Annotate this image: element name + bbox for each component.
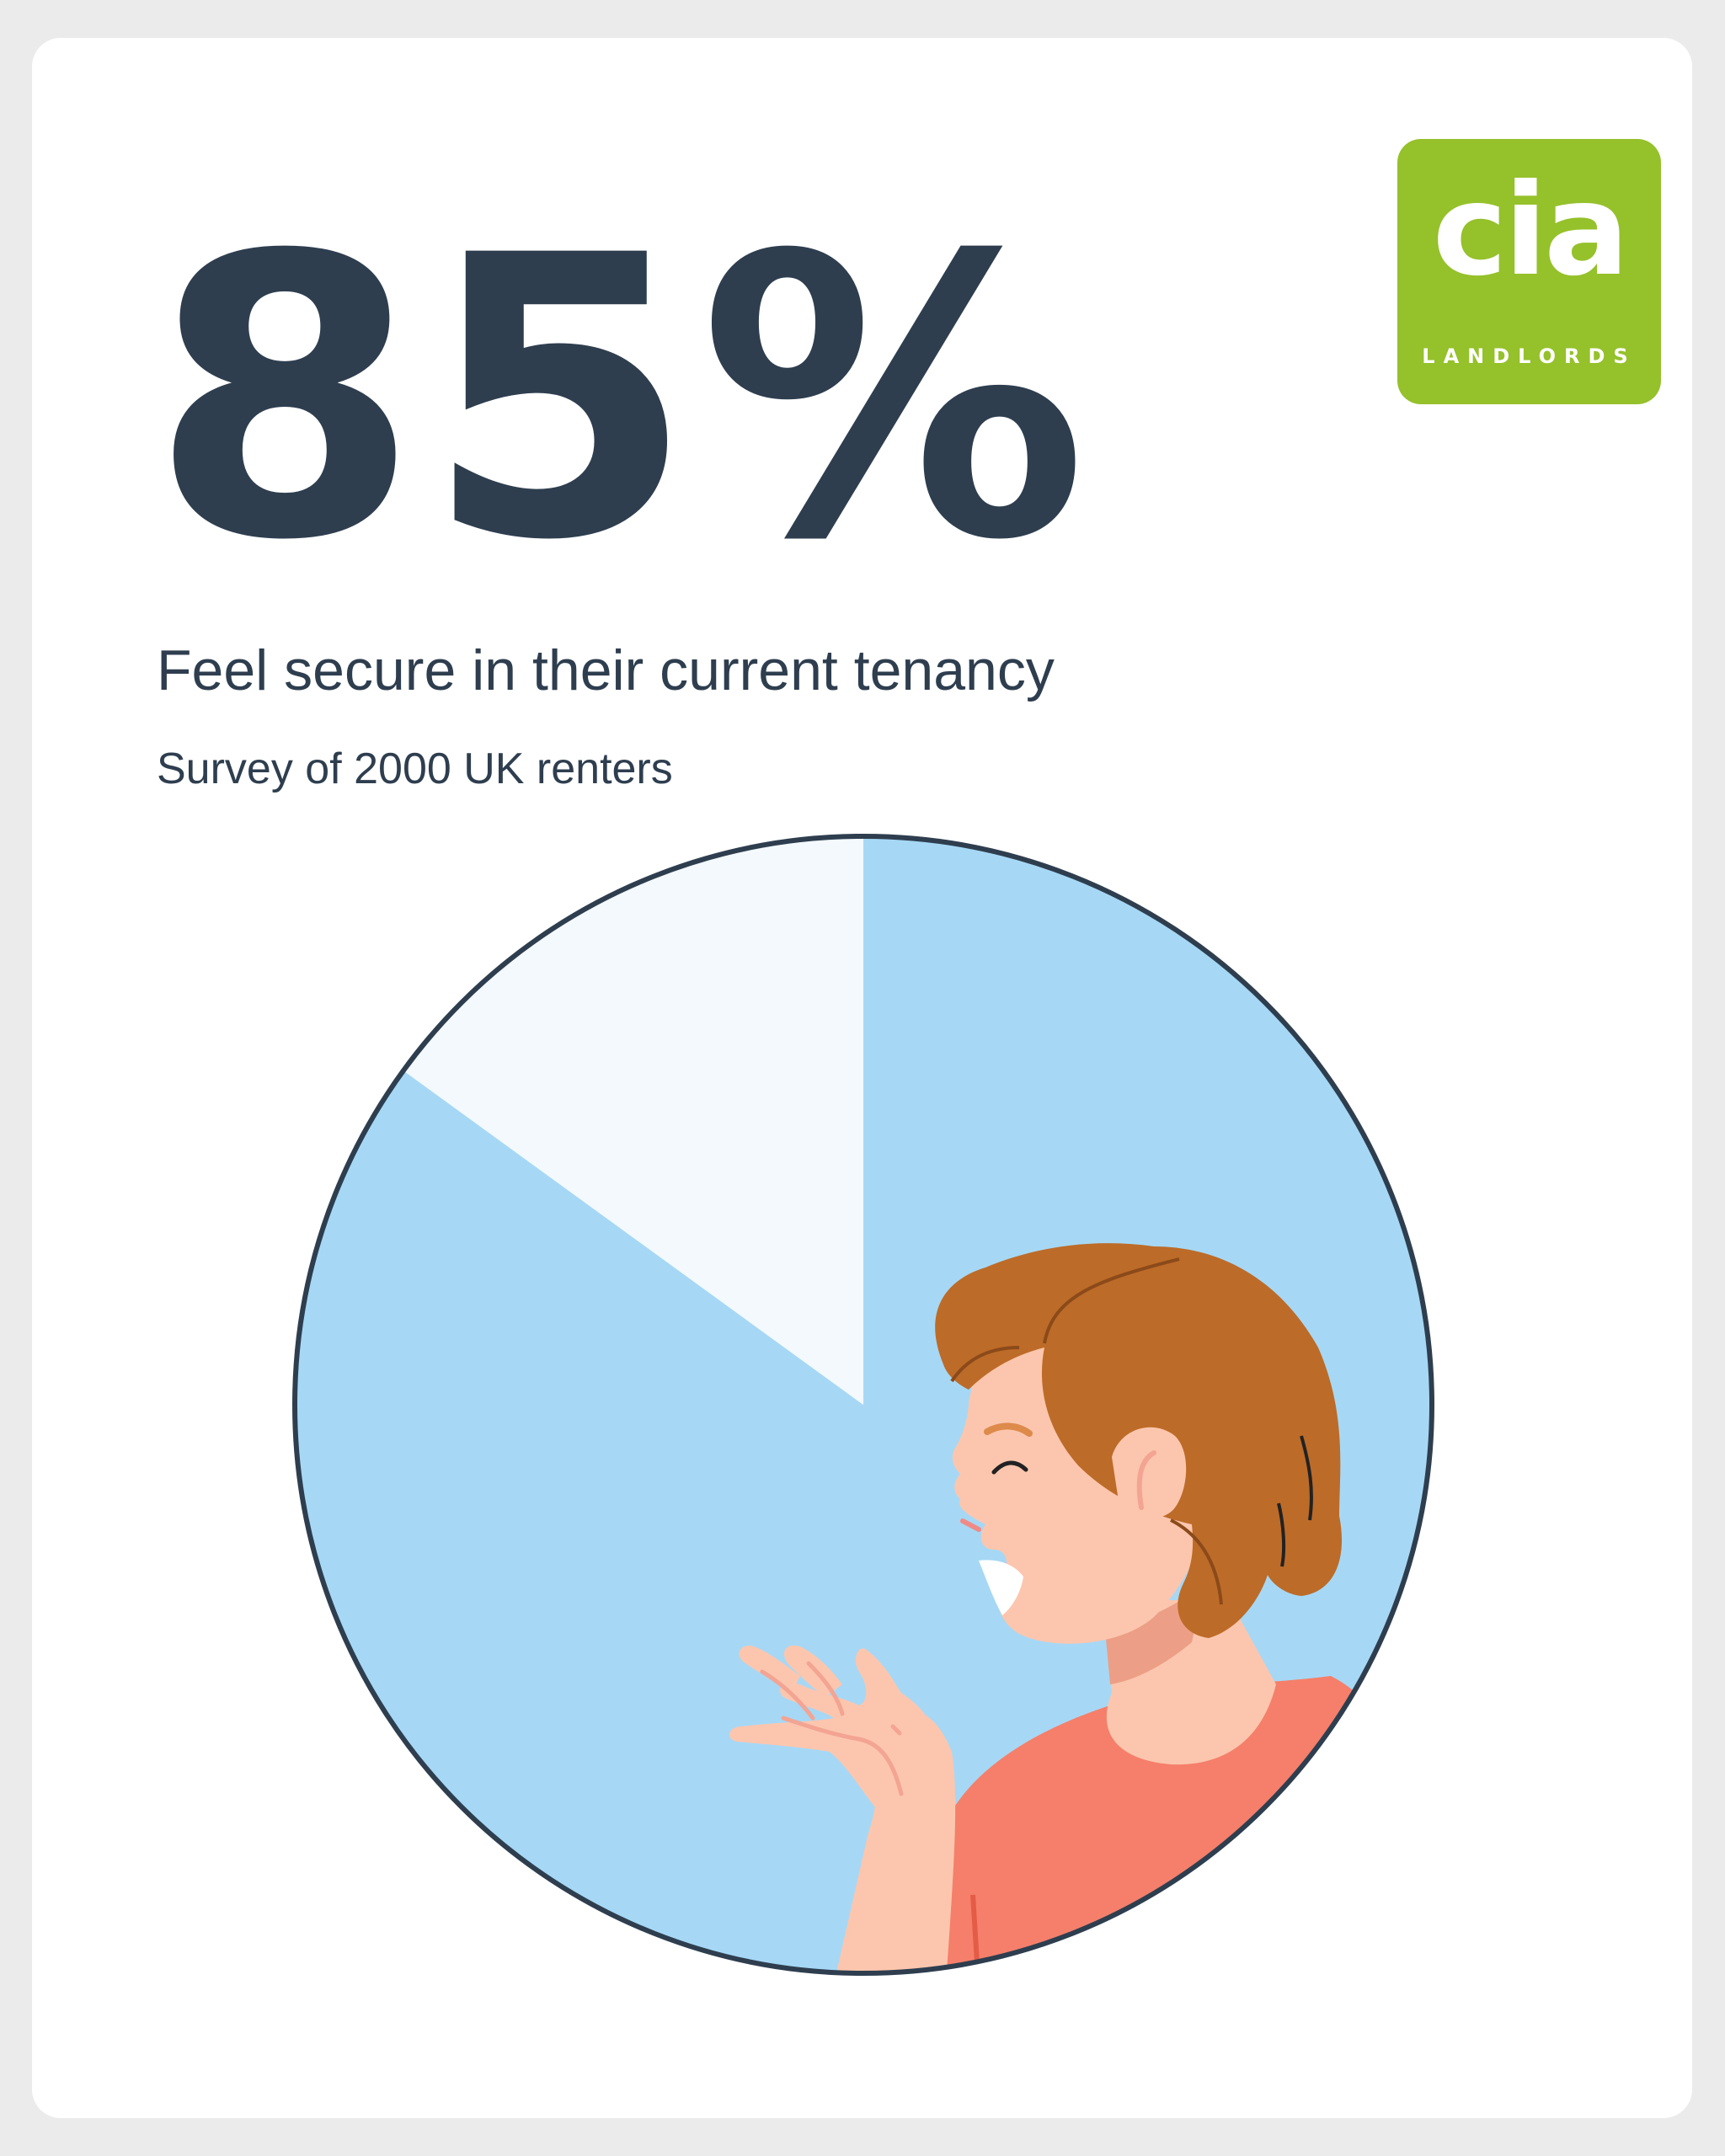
ear-strand bbox=[1170, 1518, 1223, 1605]
hair-strand bbox=[950, 1346, 1020, 1383]
eyebrow bbox=[984, 1422, 1033, 1437]
ear-inner bbox=[1136, 1450, 1156, 1510]
palm-crease bbox=[890, 1724, 902, 1736]
pie-slice-1 bbox=[403, 836, 863, 1405]
hair-strand bbox=[1043, 1257, 1180, 1344]
stat-headline: Feel secure in their current tenancy bbox=[157, 638, 1055, 702]
mouth-open bbox=[979, 1560, 1023, 1615]
logo-wordmark: cia bbox=[1432, 157, 1630, 304]
palm-crease bbox=[806, 1661, 845, 1716]
closed-eye bbox=[991, 1460, 1028, 1475]
palm-crease bbox=[781, 1716, 904, 1796]
hand-shape bbox=[729, 1648, 939, 1833]
cia-landlords-logo: cia LANDLORDS bbox=[1397, 139, 1661, 404]
ear-shape bbox=[1112, 1427, 1187, 1520]
stat-source: Survey of 2000 UK renters bbox=[157, 744, 673, 793]
stat-value: 85% bbox=[150, 174, 1093, 625]
nose-mark bbox=[960, 1518, 981, 1532]
hair-line bbox=[1277, 1502, 1286, 1567]
shirt-seam bbox=[970, 1894, 980, 1963]
hand-finger bbox=[739, 1646, 800, 1693]
hair-line bbox=[1300, 1435, 1313, 1521]
pie-outline bbox=[292, 834, 1434, 1976]
palm-crease bbox=[760, 1669, 815, 1721]
logo-subtitle: LANDLORDS bbox=[1422, 344, 1637, 368]
